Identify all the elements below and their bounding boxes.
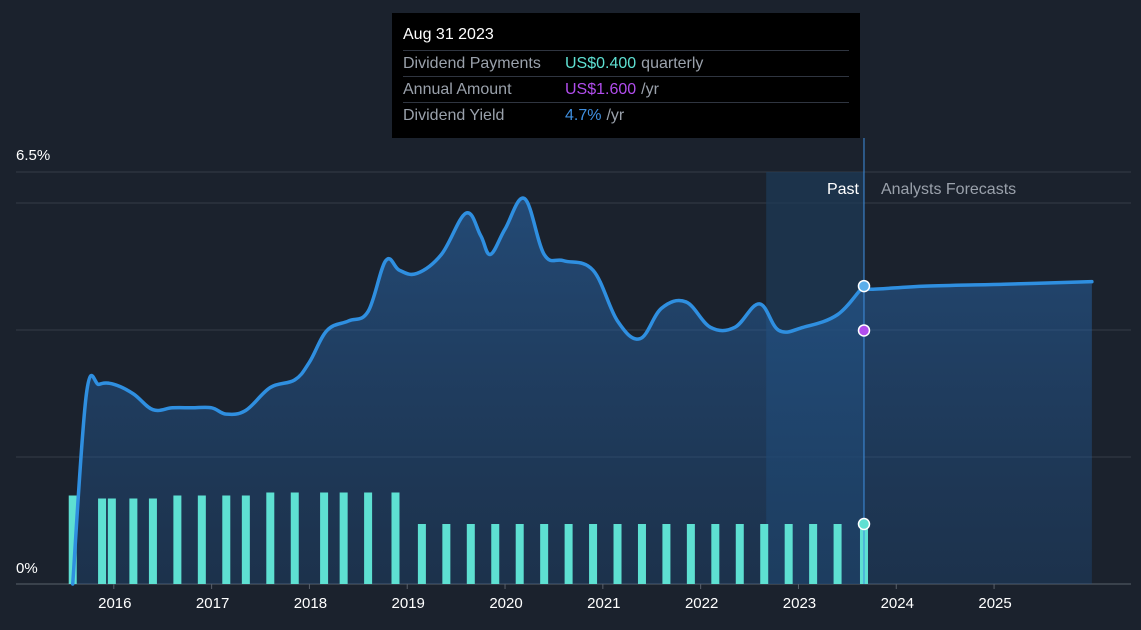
x-tick-label: 2023	[783, 595, 816, 612]
payment-marker	[857, 517, 871, 531]
tooltip-label: Dividend Payments	[403, 54, 541, 72]
annual-amount-marker	[857, 324, 871, 337]
x-tick-label: 2017	[196, 595, 229, 612]
x-axis-ticks: 2016 2017 2018 2019 2020 2021 2022 2023 2024 2025	[98, 584, 1012, 612]
dividend-bar	[662, 524, 671, 584]
dividend-bar	[686, 524, 695, 584]
dividend-bar	[173, 495, 182, 584]
tooltip-row-dividend-yield: Dividend Yield 4.7% /yr	[403, 102, 849, 128]
dividend-bar	[148, 498, 157, 584]
x-tick-label: 2021	[587, 595, 620, 612]
dividend-bar	[735, 524, 744, 584]
dividend-bar	[809, 524, 818, 584]
y-tick-label-bottom: 0%	[16, 560, 38, 577]
dividend-bar	[320, 492, 329, 584]
tooltip-label: Dividend Yield	[403, 106, 505, 124]
x-tick-label: 2022	[685, 595, 718, 612]
dividend-bar	[637, 524, 646, 584]
dividend-bar	[417, 524, 426, 584]
yield-marker	[857, 279, 871, 293]
yield-area	[72, 198, 1092, 584]
tooltip: Aug 31 2023 Dividend Payments US$0.400 q…	[392, 13, 860, 138]
dividend-bar	[290, 492, 299, 584]
x-tick-label: 2024	[881, 595, 914, 612]
dividend-bar	[564, 524, 573, 584]
tooltip-value: US$0.400	[565, 54, 637, 72]
dividend-bar	[241, 495, 250, 584]
dividend-bar	[364, 492, 373, 584]
dividend-bar	[833, 524, 842, 584]
dividend-bar	[711, 524, 720, 584]
dividend-bars	[68, 492, 868, 584]
y-tick-label-top: 6.5%	[16, 147, 50, 164]
dividend-bar	[442, 524, 451, 584]
dividend-bar	[540, 524, 549, 584]
dividend-bar	[466, 524, 475, 584]
x-tick-label: 2020	[489, 595, 522, 612]
tooltip-unit: /yr	[606, 106, 625, 124]
dividend-bar	[589, 524, 598, 584]
dividend-bar	[266, 492, 275, 584]
dividend-bar	[391, 492, 400, 584]
x-tick-label: 2018	[294, 595, 327, 612]
x-tick-label: 2019	[392, 595, 425, 612]
dividend-bar	[222, 495, 231, 584]
yield-line	[70, 196, 1094, 586]
dividend-bar	[784, 524, 793, 584]
forecast-label: Analysts Forecasts	[881, 181, 1016, 198]
dividend-bar	[129, 498, 138, 584]
dividend-bar	[760, 524, 769, 584]
tooltip-unit: quarterly	[641, 54, 704, 72]
tooltip-row-annual-amount: Annual Amount US$1.600 /yr	[403, 76, 849, 102]
dividend-bar	[98, 498, 107, 584]
tooltip-date: Aug 31 2023	[403, 26, 494, 43]
tooltip-value: US$1.600	[565, 80, 637, 98]
tooltip-label: Annual Amount	[403, 80, 512, 98]
tooltip-unit: /yr	[641, 80, 659, 98]
x-tick-label: 2025	[978, 595, 1011, 612]
tooltip-value: 4.7%	[565, 106, 602, 124]
dividend-bar	[68, 495, 77, 584]
dividend-bar	[613, 524, 622, 584]
dividend-bar	[491, 524, 500, 584]
dividend-bar	[515, 524, 524, 584]
dividend-bar	[107, 498, 116, 584]
x-tick-label: 2016	[98, 595, 131, 612]
dividend-bar	[197, 495, 206, 584]
past-label: Past	[827, 181, 860, 198]
dividend-bar	[339, 492, 348, 584]
tooltip-row-dividend-payments: Dividend Payments US$0.400 quarterly	[403, 50, 849, 76]
